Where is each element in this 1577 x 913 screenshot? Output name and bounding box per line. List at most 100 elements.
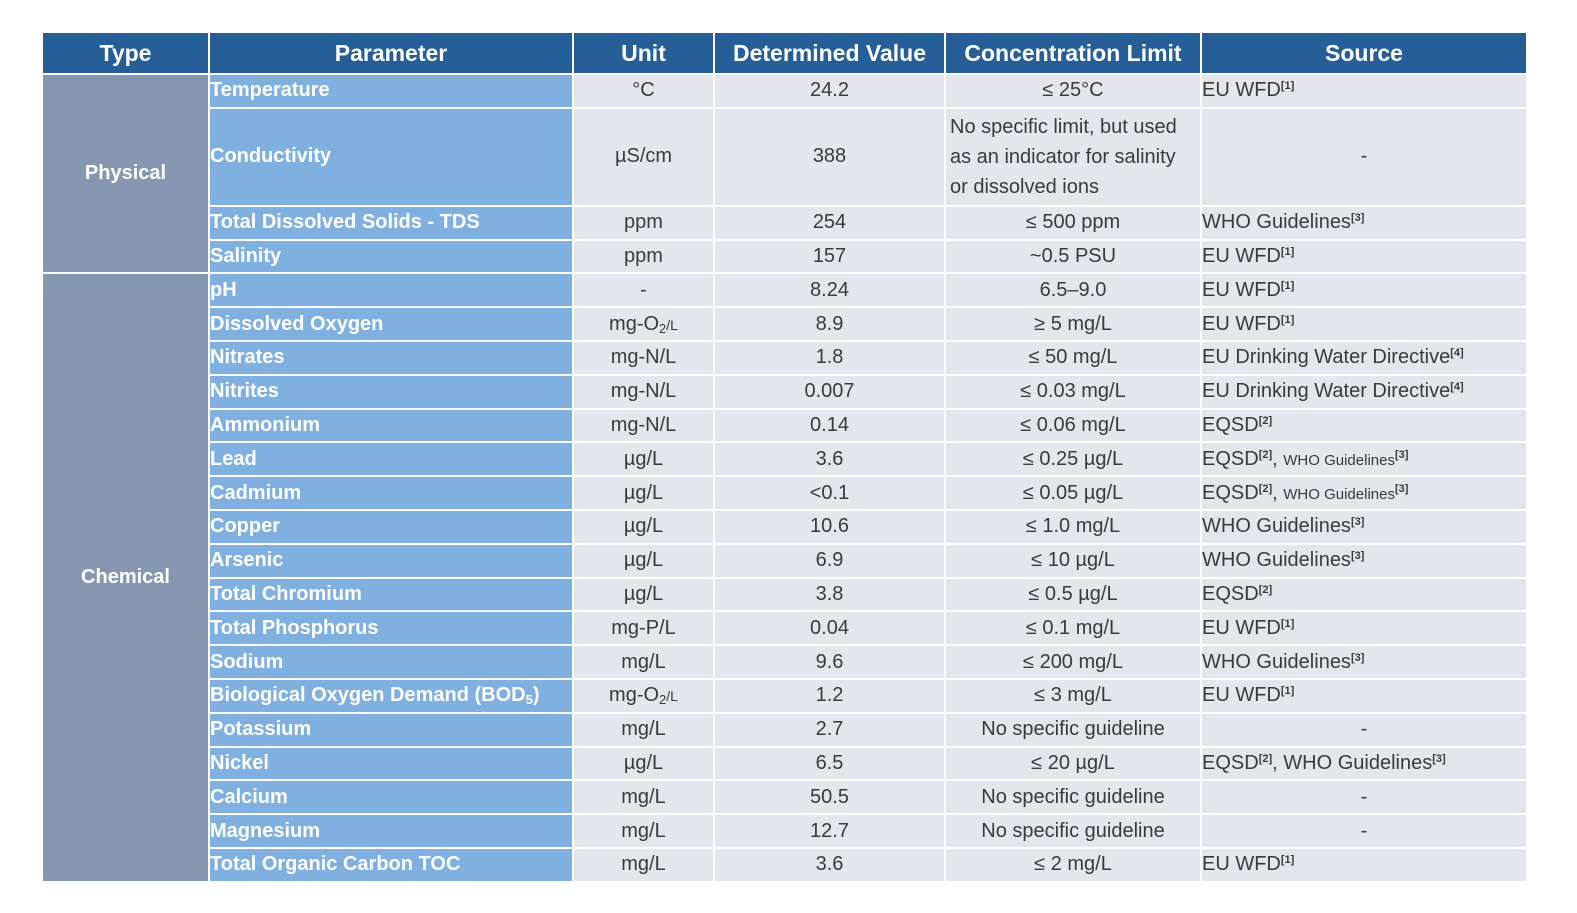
parameter-cell: Total Organic Carbon TOC — [208, 846, 574, 883]
concentration-limit-cell: ≤ 0.5 µg/L — [944, 576, 1202, 613]
table-row: Potassium mg/L 2.7 No specific guideline - — [42, 711, 1528, 748]
source-cell: EU WFD[1] — [1200, 238, 1528, 275]
reference-marker: [3] — [1350, 651, 1365, 664]
table-row: Nickel µg/L 6.5 ≤ 20 µg/L EQSD[2], WHO Guide… — [42, 745, 1528, 782]
table-row: Physical Temperature °C 24.2 ≤ 25°C EU WFD[1] — [41, 72, 1528, 275]
determined-value-cell: 8.24 — [713, 272, 946, 309]
unit-cell: mg-O2/L — [572, 306, 715, 342]
unit-cell: mg-O2/L — [572, 677, 715, 714]
table-body: Physical Temperature °C 24.2 ≤ 25°C EU WFD[1]… — [41, 72, 1528, 883]
parameter-cell: Total Dissolved Solids - TDS — [208, 204, 574, 241]
unit-cell: mg/L — [572, 813, 715, 849]
parameter-cell: Nitrates — [208, 339, 574, 376]
unit-text-tail: /L — [666, 688, 678, 705]
determined-value-cell: 1.2 — [713, 677, 946, 714]
source-text: EU WFD — [1202, 244, 1281, 267]
concentration-limit-cell: ≤ 0.25 µg/L — [944, 441, 1202, 478]
unit-cell: °C — [572, 73, 715, 109]
source-cell: - — [1200, 106, 1528, 207]
unit-cell: mg/L — [572, 779, 715, 816]
table-row: Total Chromium µg/L 3.8 ≤ 0.5 µg/L EQSD[2] — [42, 576, 1528, 613]
table-row: Total Dissolved Solids - TDS ppm 254 ≤ 500 … — [42, 204, 1528, 241]
source-cell: EQSD[2] — [1200, 407, 1528, 444]
determined-value-cell: <0.1 — [713, 475, 946, 511]
source-cell: EU WFD[1] — [1200, 610, 1528, 647]
determined-value-cell: 3.8 — [713, 576, 946, 613]
concentration-limit-cell: ≤ 0.1 mg/L — [944, 610, 1202, 647]
reference-marker: [2] — [1258, 752, 1273, 765]
unit-cell: ppm — [572, 238, 715, 275]
unit-cell: mg/L — [572, 846, 715, 883]
parameter-cell: Sodium — [208, 644, 574, 680]
parameter-text-tail: ) — [532, 684, 540, 707]
reference-marker: [1] — [1280, 279, 1295, 292]
unit-cell: mg-N/L — [572, 407, 715, 444]
concentration-limit-cell: ~0.5 PSU — [944, 238, 1202, 275]
table-row: Conductivity µS/cm 388 No specific limit, b… — [42, 106, 1528, 207]
parameter-cell: Dissolved Oxygen — [208, 306, 574, 342]
concentration-limit-cell: No specific limit, but used as an indicat… — [944, 106, 1202, 207]
determined-value-cell: 0.04 — [713, 610, 946, 647]
unit-cell: mg/L — [572, 711, 715, 748]
header-concentration-limit: Concentration Limit — [944, 31, 1202, 75]
determined-value-cell: 0.14 — [713, 407, 946, 444]
concentration-limit-cell: No specific guideline — [944, 711, 1202, 748]
concentration-limit-cell: ≤ 500 ppm — [944, 204, 1202, 241]
source-text: WHO Guidelines — [1202, 549, 1351, 572]
unit-cell: µg/L — [572, 745, 715, 782]
source-text: WHO Guidelines — [1283, 485, 1395, 503]
source-text: EU Drinking Water Directive — [1202, 380, 1451, 403]
parameter-cell: Temperature — [208, 73, 574, 109]
source-cell: EU WFD[1] — [1200, 272, 1528, 309]
reference-marker: [3] — [1350, 516, 1365, 529]
reference-marker: [3] — [1432, 752, 1446, 765]
determined-value-cell: 8.9 — [713, 306, 946, 342]
concentration-limit-cell: ≤ 200 mg/L — [944, 644, 1202, 680]
concentration-limit-cell: ≤ 3 mg/L — [944, 677, 1202, 714]
source-text: EU WFD — [1202, 79, 1281, 102]
source-cell: - — [1200, 813, 1528, 849]
parameter-cell: Magnesium — [208, 813, 574, 849]
reference-marker: [1] — [1280, 313, 1295, 326]
source-text: EQSD — [1202, 413, 1259, 436]
water-quality-table: Type Parameter Unit Determined Value Con… — [41, 31, 1528, 883]
reference-marker: [3] — [1394, 448, 1409, 461]
header-parameter: Parameter — [208, 31, 574, 75]
unit-cell: µg/L — [572, 475, 715, 511]
limit-line: as an indicator for salinity — [950, 145, 1176, 168]
table-row: Total Phosphorus mg-P/L 0.04 ≤ 0.1 mg/L EU W… — [42, 610, 1528, 647]
header-row: Type Parameter Unit Determined Value Con… — [41, 31, 1528, 75]
reference-marker: [3] — [1350, 550, 1365, 563]
type-cell-physical: Physical — [41, 72, 210, 275]
table-row: Lead µg/L 3.6 ≤ 0.25 µg/L EQSD[2], WHO Guide… — [42, 441, 1528, 478]
table-row: Cadmium µg/L <0.1 ≤ 0.05 µg/L EQSD[2], WHO G… — [42, 475, 1528, 511]
concentration-limit-cell: ≤ 0.05 µg/L — [944, 475, 1202, 511]
source-cell: EU WFD[1] — [1200, 677, 1528, 714]
source-cell: EQSD[2], WHO Guidelines[3] — [1200, 441, 1528, 478]
concentration-limit-cell: ≤ 0.06 mg/L — [944, 407, 1202, 444]
parameter-cell: Total Phosphorus — [208, 610, 574, 647]
determined-value-cell: 50.5 — [713, 779, 946, 816]
source-cell: WHO Guidelines[3] — [1200, 204, 1528, 241]
concentration-limit-cell: ≤ 2 mg/L — [944, 846, 1202, 883]
reference-marker: [4] — [1450, 347, 1464, 360]
reference-marker: [2] — [1258, 482, 1273, 495]
parameter-cell: pH — [208, 272, 574, 309]
parameter-cell: Lead — [208, 441, 574, 478]
unit-text-tail: /L — [666, 316, 678, 333]
parameter-text: Biological Oxygen Demand (BOD — [210, 684, 526, 707]
source-text: EQSD — [1202, 582, 1259, 605]
unit-text: mg-O — [609, 684, 660, 707]
parameter-subscript: 5 — [525, 692, 533, 708]
unit-cell: µg/L — [572, 508, 715, 545]
table-row: Copper µg/L 10.6 ≤ 1.0 mg/L WHO Guidelines[3… — [42, 508, 1528, 545]
determined-value-cell: 2.7 — [713, 711, 946, 748]
concentration-limit-cell: 6.5–9.0 — [944, 272, 1202, 309]
determined-value-cell: 12.7 — [713, 813, 946, 849]
table-row: Dissolved Oxygen mg-O2/L 8.9 ≥ 5 mg/L EU WFD… — [42, 306, 1528, 342]
determined-value-cell: 9.6 — [713, 644, 946, 680]
source-cell: EU WFD[1] — [1200, 73, 1528, 109]
header-type: Type — [41, 31, 210, 75]
source-text: WHO Guidelines — [1202, 211, 1351, 234]
table-row: Salinity ppm 157 ~0.5 PSU EU WFD[1] — [42, 238, 1528, 275]
